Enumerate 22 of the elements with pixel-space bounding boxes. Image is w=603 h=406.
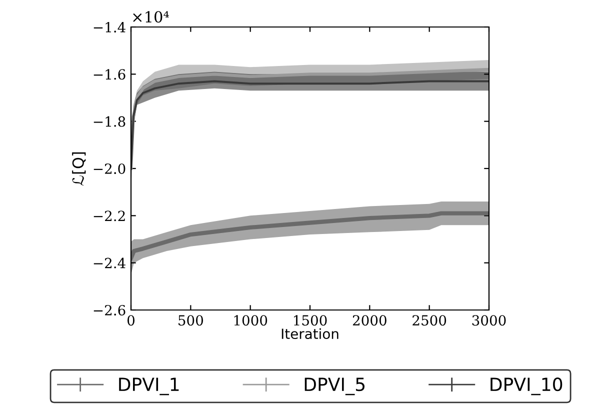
y-axis-title: ℒ[Q] <box>72 152 86 186</box>
x-tick-label: 500 <box>178 315 203 326</box>
legend-label: DPVI_10 <box>490 378 562 396</box>
y-tick-label: −2.6 <box>94 304 126 316</box>
y-tick-label: −1.6 <box>94 69 126 80</box>
x-tick-label: 2000 <box>352 315 386 326</box>
x-axis-title: Iteration <box>282 328 338 340</box>
x-tick-label: 3000 <box>472 315 506 326</box>
text: ×10⁴ <box>133 11 169 23</box>
x-tick-label: 1000 <box>234 315 268 326</box>
x-tick-label: 2500 <box>412 315 446 326</box>
y-tick-label: −2.4 <box>94 258 126 268</box>
line-series <box>131 211 489 260</box>
line-series <box>131 80 489 170</box>
y-tick-label: −1.8 <box>94 116 126 127</box>
y-tick-label: −2.0 <box>94 163 126 174</box>
y-tick-label: −1.4 <box>94 22 126 32</box>
y-tick-label: −2.2 <box>94 210 125 222</box>
legend-label: DPVI_5 <box>304 378 365 396</box>
x-tick-label: 1500 <box>294 315 327 326</box>
legend-label: DPVI_1 <box>119 378 179 396</box>
x-tick-label: 0 <box>127 315 134 326</box>
